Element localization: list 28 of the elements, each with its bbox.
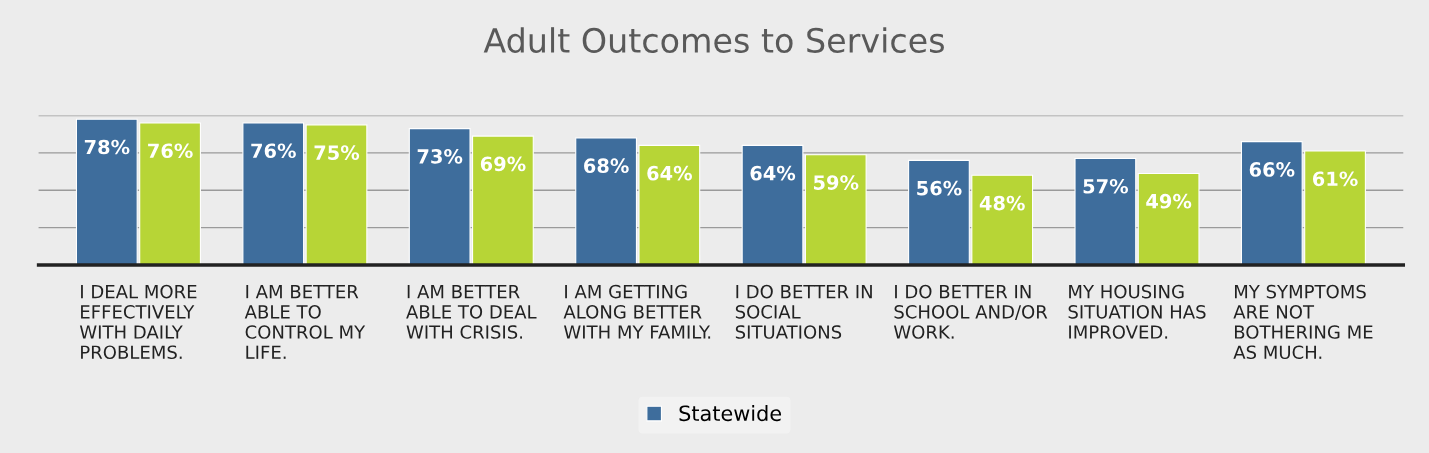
data-label: 76% [148, 143, 193, 159]
data-label: 69% [480, 156, 526, 172]
data-label: 75% [314, 145, 360, 160]
x-tick-label: I AM GETTING ALONG BETTER WITH MY FAMILY. [563, 284, 711, 339]
data-label: 61% [1312, 171, 1358, 187]
x-tick-label: I DO BETTER IN SCHOOL AND/OR WORK. [893, 284, 1048, 339]
data-label: 59% [813, 175, 859, 190]
data-label: 48% [979, 195, 1025, 211]
bar [1074, 157, 1137, 266]
data-label: 49% [1146, 193, 1192, 209]
x-tick-label: I AM BETTER ABLE TO DEAL WITH CRISIS. [406, 285, 537, 339]
bar [1137, 172, 1200, 266]
x-tick-label: I AM BETTER ABLE TO CONTROL MY LIFE. [244, 285, 366, 359]
data-label: 73% [417, 149, 463, 164]
x-tick-label: MY SYMPTOMS ARE NOT BOTHERING ME AS MUCH. [1233, 284, 1373, 360]
data-label: 66% [1249, 162, 1295, 177]
data-label: 57% [1083, 178, 1129, 194]
data-label: 76% [251, 143, 296, 159]
data-label: 78% [84, 139, 130, 155]
x-tick-label: MY HOUSING SITUATION HAS IMPROVED. [1068, 284, 1206, 339]
legend-label: Statewide [679, 405, 782, 422]
x-tick-label: I DO BETTER IN SOCIAL SITUATIONS [735, 284, 872, 339]
data-label: 64% [750, 165, 796, 181]
chart-title: Adult Outcomes to Services [483, 27, 944, 53]
x-tick-label: I DEAL MORE EFFECTIVELY WITH DAILY PROBLEMS. [79, 284, 197, 360]
data-label: 64% [647, 165, 692, 181]
data-label: 68% [584, 158, 629, 174]
data-label: 56% [917, 180, 962, 196]
